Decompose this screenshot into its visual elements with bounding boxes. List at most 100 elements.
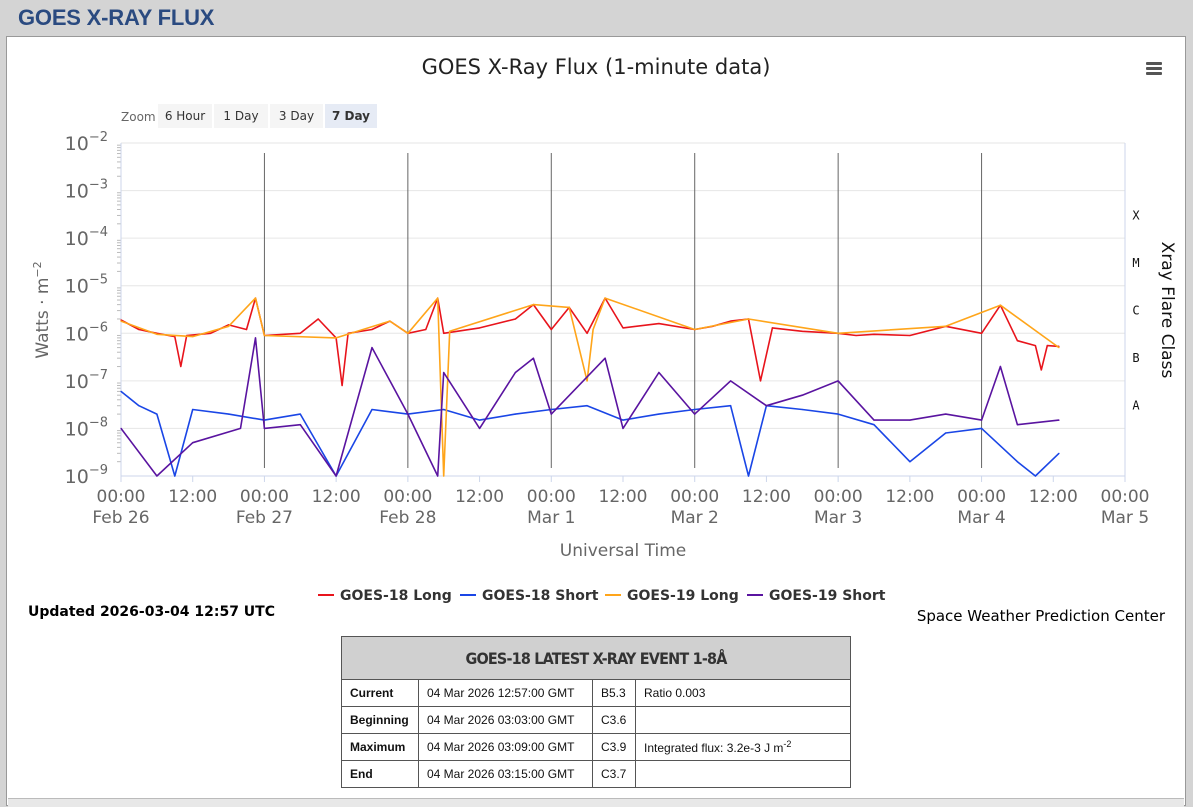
data-point — [801, 330, 803, 332]
data-point — [730, 405, 732, 407]
data-point — [999, 304, 1002, 306]
event-row-end: End 04 Mar 2026 03:15:00 GMT C3.7 — [341, 760, 851, 788]
x-tick-time: 00:00 — [814, 487, 863, 507]
data-point — [1016, 461, 1019, 463]
data-point — [443, 408, 445, 411]
event-row-class-text: C3.7 — [601, 767, 627, 781]
flare-class-label: A — [1132, 399, 1140, 413]
data-point — [479, 419, 481, 421]
data-point — [945, 413, 947, 415]
updated-timestamp: Updated 2026-03-04 12:57 UTC — [28, 604, 275, 620]
event-row-label: Maximum — [341, 733, 419, 761]
event-row-time-text: 04 Mar 2026 12:57:00 GMT — [427, 686, 575, 700]
data-point — [981, 419, 983, 421]
zoom-button-1-day[interactable] — [214, 104, 268, 128]
data-point — [479, 427, 481, 429]
x-tick-date: Mar 5 — [1101, 508, 1149, 528]
zoom-button-label[interactable]: 7 Day — [332, 109, 370, 123]
data-point — [873, 333, 875, 335]
event-row-label-text: End — [350, 767, 373, 781]
data-point — [945, 432, 947, 434]
event-row-time-text: 04 Mar 2026 03:15:00 GMT — [427, 767, 575, 781]
data-point — [341, 384, 343, 387]
zoom-button-3-day[interactable] — [270, 104, 323, 128]
data-point — [909, 334, 911, 337]
y-tick-exponent: −2 — [89, 130, 108, 145]
data-point — [981, 427, 983, 429]
y-tick-label: 10−2 — [65, 130, 108, 155]
y-tick-exponent: −8 — [89, 415, 108, 430]
data-point — [335, 475, 337, 477]
zoom-button-6-hour[interactable] — [158, 104, 212, 128]
data-point — [658, 371, 660, 374]
data-point — [694, 413, 696, 415]
flare-class-label: B — [1132, 351, 1139, 365]
event-row-extra-text: Integrated flux: 3.2e-3 J m — [644, 741, 784, 755]
y-tick-exponent: −5 — [89, 273, 108, 288]
legend-item-goes-19-long[interactable]: GOES-19 Long — [627, 588, 739, 604]
data-point — [254, 337, 257, 339]
data-point — [245, 328, 248, 331]
data-point — [550, 328, 552, 331]
data-point — [622, 419, 624, 421]
y-axis-title-exponent: −2 — [31, 261, 44, 277]
data-point — [210, 332, 212, 334]
x-tick-time: 12:00 — [1029, 487, 1078, 507]
data-point — [192, 336, 194, 338]
data-point — [120, 320, 122, 322]
data-point — [389, 320, 391, 322]
event-row-beginning: Beginning 04 Mar 2026 03:03:00 GMT C3.6 — [341, 706, 851, 734]
data-point — [437, 475, 439, 477]
page-header: GOES X-RAY FLUX — [0, 0, 1193, 36]
data-point — [180, 365, 182, 368]
x-tick-date: Mar 1 — [527, 508, 575, 528]
data-point — [156, 333, 158, 335]
event-row-label: Beginning — [341, 706, 419, 734]
data-point — [909, 461, 911, 463]
zoom-button-label[interactable]: 3 Day — [279, 109, 314, 123]
page-header-title: GOES X-RAY FLUX — [18, 5, 215, 30]
event-row-class: C3.9 — [592, 733, 636, 761]
event-row-label-text: Maximum — [350, 740, 406, 754]
event-row-extra — [635, 760, 851, 788]
legend-item-goes-18-short[interactable]: GOES-18 Short — [482, 588, 599, 604]
legend-item-goes-19-short[interactable]: GOES-19 Short — [769, 588, 886, 604]
legend-item-goes-18-long[interactable]: GOES-18 Long — [340, 588, 452, 604]
data-point — [1058, 452, 1060, 454]
data-point — [568, 306, 570, 308]
data-point — [156, 475, 158, 477]
event-row-extra-exponent: -2 — [783, 739, 792, 749]
data-point — [801, 408, 803, 411]
data-point — [120, 390, 122, 392]
chart-menu-icon[interactable] — [1143, 60, 1165, 78]
data-point — [1058, 419, 1060, 421]
y-tick-exponent: −6 — [89, 320, 108, 335]
zoom-button-label[interactable]: 6 Hour — [165, 109, 205, 123]
y-tick-label: 10−3 — [65, 178, 108, 203]
data-point — [120, 427, 122, 429]
y-tick-label: 10−7 — [65, 368, 108, 393]
data-point — [425, 328, 427, 331]
data-point — [622, 427, 624, 429]
data-point — [514, 371, 517, 374]
event-table-title: GOES-18 LATEST X-RAY EVENT 1-8Å — [341, 636, 851, 680]
y-tick-label: 10−8 — [65, 415, 108, 440]
data-point — [592, 328, 594, 331]
event-row-time: 04 Mar 2026 03:09:00 GMT — [418, 733, 593, 761]
event-row-class: C3.6 — [592, 706, 636, 734]
x-tick-time: 12:00 — [455, 487, 504, 507]
event-row-class: C3.7 — [592, 760, 636, 788]
data-point — [837, 380, 839, 382]
data-point — [228, 413, 230, 415]
x-tick-time: 12:00 — [742, 487, 791, 507]
x-tick-date: Feb 28 — [379, 508, 436, 528]
zoom-button-label[interactable]: 1 Day — [223, 109, 258, 123]
data-point — [371, 408, 373, 411]
zoom-button-7-day[interactable] — [325, 104, 377, 128]
data-point — [299, 413, 301, 415]
data-point — [407, 332, 409, 334]
data-point — [759, 380, 762, 382]
data-point — [443, 371, 445, 374]
data-point — [192, 442, 194, 444]
data-point — [239, 427, 242, 429]
